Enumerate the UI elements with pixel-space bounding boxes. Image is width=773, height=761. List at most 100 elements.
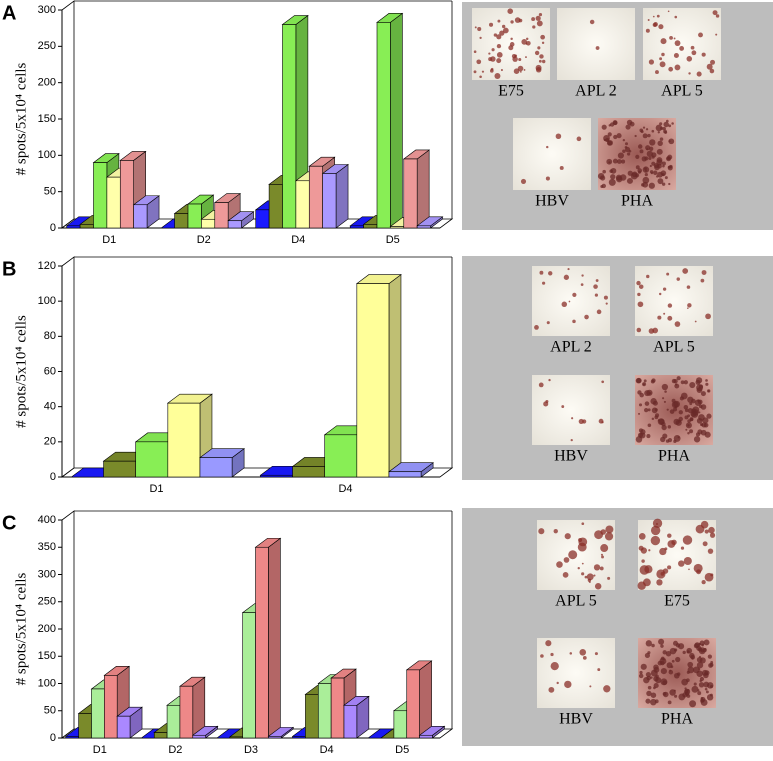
spot [660,668,667,675]
spot [578,537,588,547]
spot [543,401,549,407]
spot [668,66,674,72]
spot [644,565,653,574]
spot [584,314,589,320]
spot [662,126,666,131]
bar-side [416,149,430,229]
spot [658,638,665,645]
spot [657,131,660,134]
bar [66,225,81,229]
spot [682,268,689,274]
spot [678,693,686,701]
image-caption: E75 [664,593,690,610]
image-caption: APL 2 [550,339,592,356]
x-tick-label: D1 [102,234,116,246]
spot [496,58,502,64]
y-axis-label: # spots/5x10⁴ cells [13,62,29,175]
spot [660,38,667,45]
spot [667,565,672,570]
spot [696,384,704,392]
spot [669,647,677,655]
spot [572,292,577,297]
bar [79,224,94,229]
spot [700,697,704,700]
spot [653,163,660,169]
spot [683,380,688,385]
well-image [635,375,713,445]
spot [697,691,702,696]
spot [691,685,699,693]
spot [649,146,654,151]
bar [174,213,189,229]
spot [490,67,494,71]
spot [588,581,591,584]
spot [644,169,648,172]
spot [685,428,688,431]
spot [493,33,498,37]
bar-side [268,537,281,739]
spot [645,28,650,33]
spot [525,43,528,45]
spot [645,671,651,678]
spot [520,178,527,184]
spot [676,672,681,676]
spot [656,569,666,579]
spot [638,412,641,415]
spot [683,556,692,566]
x-tick-label: D4 [338,483,352,495]
bar [93,162,108,229]
spot [662,397,665,400]
well [638,520,716,590]
y-tick-label: 200 [38,77,56,89]
spot [648,549,651,552]
spot [667,540,676,548]
spot [667,303,673,308]
spot [629,121,635,127]
well [557,8,635,80]
spot [646,690,652,697]
spot [675,656,681,663]
spot [700,429,707,436]
spot [550,661,559,671]
y-tick-label: 300 [38,568,56,580]
spot [655,674,659,679]
spot [546,321,550,325]
spot [542,281,546,285]
spot [656,175,659,178]
well [513,118,591,190]
spot [647,408,651,412]
spot [707,654,713,659]
spot [710,59,716,65]
spot [610,174,616,180]
spot [625,124,631,130]
spot [689,402,693,406]
spot [668,669,674,675]
back-wall [61,256,75,478]
spot [607,576,611,580]
bar [78,713,92,739]
spot [666,408,669,411]
spot [659,61,666,68]
bar [260,474,293,478]
image-caption: HBV [554,448,588,465]
spot [712,10,718,16]
spot [652,22,657,27]
spot [641,183,645,187]
spot [689,417,694,422]
spot [663,121,669,128]
spot [597,668,601,672]
spot [685,422,692,429]
bar [106,176,121,229]
well-image [635,266,713,336]
y-tick-label: 250 [38,596,56,608]
spot [654,408,658,412]
spot [642,176,650,184]
spot [698,32,703,38]
spot [520,71,522,73]
spot [634,134,637,138]
spot [645,640,652,647]
spot [488,22,494,27]
spot [678,560,685,567]
spot [600,544,609,553]
